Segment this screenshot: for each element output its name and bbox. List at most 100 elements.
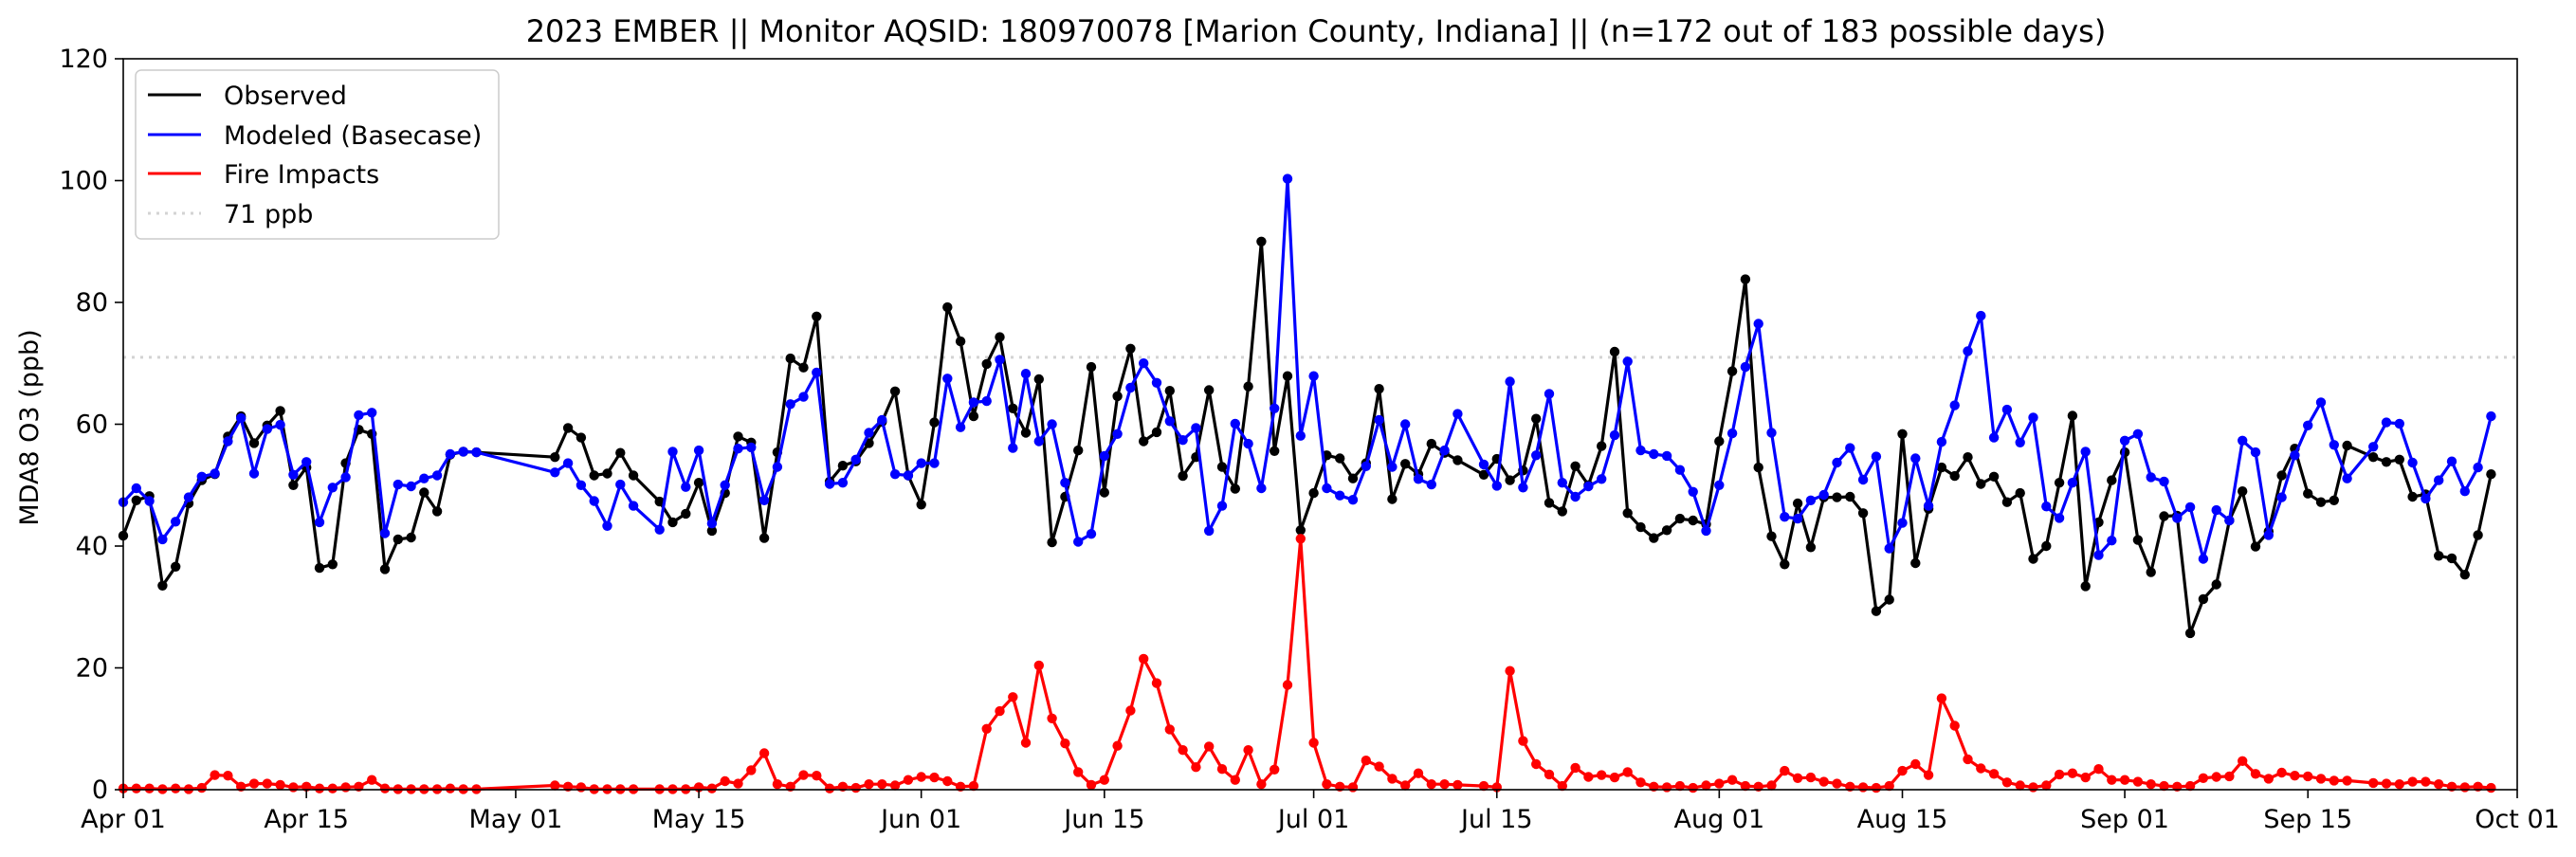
data-point-observed: [562, 423, 574, 433]
data-point-modeled-basecase: [2107, 536, 2117, 546]
data-point-observed: [1308, 487, 1319, 499]
data-point-observed: [2394, 454, 2404, 465]
x-axis: Apr 01 Apr 15 May 01 May 15 Jun 01 Jun 15 Jul …: [81, 790, 2560, 834]
data-point-fire-impacts: [1910, 758, 1921, 770]
data-point-modeled-basecase: [1191, 423, 1201, 433]
data-point-modeled-basecase: [1073, 537, 1084, 547]
data-point-fire-impacts: [1505, 666, 1515, 676]
data-point-observed: [1792, 498, 1803, 509]
data-point-fire-impacts: [445, 783, 456, 793]
data-point-modeled-basecase: [1622, 356, 1633, 367]
data-point-fire-impacts: [1270, 764, 1280, 775]
data-point-fire-impacts: [2394, 779, 2404, 790]
data-point-modeled-basecase: [2015, 437, 2025, 447]
data-point-fire-impacts: [1726, 775, 1738, 785]
data-point-modeled-basecase: [628, 501, 639, 511]
data-point-modeled-basecase: [327, 483, 338, 493]
data-point-observed: [1936, 462, 1947, 473]
data-point-observed: [288, 480, 299, 490]
data-point-fire-impacts: [1557, 780, 1568, 792]
data-point-observed: [1270, 446, 1280, 456]
data-point-fire-impacts: [2290, 771, 2300, 781]
data-point-observed: [1178, 470, 1188, 482]
data-point-observed: [929, 417, 940, 428]
data-point-fire-impacts: [2315, 774, 2327, 784]
data-point-observed: [1832, 492, 1842, 502]
data-point-fire-impacts: [1518, 736, 1528, 746]
y-axis-label: MDA8 O3 (ppb): [15, 329, 45, 525]
data-point-observed: [275, 406, 285, 416]
data-point-fire-impacts: [1963, 754, 1973, 765]
data-point-observed: [1151, 427, 1162, 438]
data-point-fire-impacts: [812, 771, 822, 781]
series-observed: [118, 236, 2496, 639]
x-tick-label: Jun 01: [879, 805, 961, 834]
data-point-fire-impacts: [367, 775, 377, 785]
data-point-fire-impacts: [850, 782, 861, 793]
data-point-fire-impacts: [2159, 780, 2169, 792]
data-point-observed: [1086, 361, 1097, 373]
data-point-fire-impacts: [1426, 779, 1437, 790]
data-point-fire-impacts: [327, 783, 338, 793]
data-point-observed: [1531, 413, 1542, 424]
data-point-modeled-basecase: [1570, 491, 1580, 502]
data-point-observed: [1164, 386, 1176, 396]
data-point-modeled-basecase: [2080, 447, 2091, 457]
data-point-modeled-basecase: [589, 496, 599, 506]
data-point-fire-impacts: [1609, 772, 1620, 783]
data-point-modeled-basecase: [1139, 358, 1149, 369]
data-point-observed: [1073, 445, 1084, 456]
data-point-modeled-basecase: [2381, 417, 2392, 428]
data-point-observed: [379, 564, 391, 574]
data-point-modeled-basecase: [667, 447, 678, 457]
data-point-observed: [1857, 508, 1869, 519]
data-point-fire-impacts: [1347, 782, 1359, 793]
data-point-observed: [1099, 487, 1110, 498]
data-point-observed: [1910, 557, 1921, 569]
data-point-observed: [2146, 567, 2156, 577]
data-point-modeled-basecase: [1897, 518, 1908, 528]
data-point-fire-impacts: [916, 772, 926, 782]
y-tick-label: 20: [76, 654, 108, 684]
data-point-modeled-basecase: [2067, 478, 2078, 488]
x-tick-label: Apr 15: [264, 805, 349, 834]
data-point-modeled-basecase: [1544, 389, 1555, 399]
data-point-fire-impacts: [2381, 778, 2392, 789]
data-point-observed: [550, 452, 560, 463]
data-point-observed: [406, 532, 416, 543]
data-point-modeled-basecase: [2238, 435, 2248, 446]
data-point-fire-impacts: [1308, 738, 1319, 748]
data-point-modeled-basecase: [2276, 492, 2287, 502]
data-point-observed: [2067, 410, 2078, 421]
data-point-modeled-basecase: [223, 436, 233, 447]
data-point-modeled-basecase: [1086, 529, 1097, 539]
data-point-modeled-basecase: [367, 408, 377, 418]
data-point-modeled-basecase: [1936, 436, 1947, 447]
data-point-modeled-basecase: [1033, 436, 1045, 447]
data-point-modeled-basecase: [550, 467, 560, 478]
data-point-fire-impacts: [1976, 763, 1986, 774]
data-point-observed: [1635, 521, 1646, 533]
data-point-modeled-basecase: [1178, 435, 1188, 446]
data-point-observed: [1544, 498, 1555, 508]
data-point-observed: [1622, 508, 1633, 519]
data-point-fire-impacts: [2303, 771, 2313, 782]
data-point-modeled-basecase: [1112, 428, 1123, 439]
data-point-fire-impacts: [288, 782, 299, 793]
data-point-fire-impacts: [1099, 775, 1110, 785]
data-point-modeled-basecase: [1988, 432, 2000, 443]
data-point-modeled-basecase: [2434, 475, 2444, 485]
data-point-modeled-basecase: [1047, 419, 1057, 429]
data-point-observed: [1963, 452, 1973, 463]
data-point-fire-impacts: [262, 778, 272, 789]
data-point-fire-impacts: [340, 782, 351, 793]
data-point-modeled-basecase: [1805, 495, 1817, 505]
data-point-fire-impacts: [798, 770, 809, 780]
data-point-observed: [1661, 525, 1672, 536]
data-point-modeled-basecase: [1857, 474, 1869, 485]
data-point-fire-impacts: [379, 783, 391, 793]
data-point-observed: [693, 478, 704, 488]
data-point-fire-impacts: [889, 780, 901, 791]
data-point-modeled-basecase: [1949, 400, 1960, 410]
legend-label-modeled: Modeled (Basecase): [224, 121, 482, 151]
